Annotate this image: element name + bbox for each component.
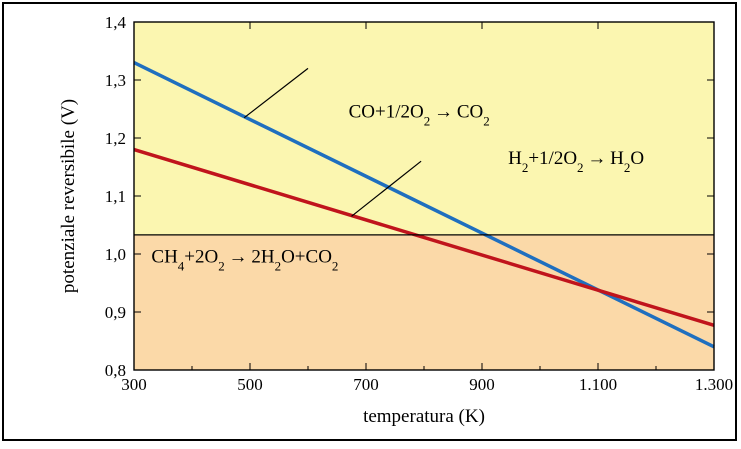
chart-frame: 300 500 700 900 1.100 1.300 0,8 0,9 1,0 1,1 1,2 1,3…	[2, 2, 737, 441]
x-tick-label-2: 700	[353, 375, 379, 394]
x-tick-label-3: 900	[469, 375, 495, 394]
reaction-label-1: H2+1/2O2 → H2O	[508, 148, 644, 175]
y-tick-label-4: 1,2	[105, 129, 126, 148]
x-tick-label-0: 300	[121, 375, 147, 394]
y-tick-label-1: 0,9	[105, 303, 126, 322]
y-tick-label-6: 1,4	[105, 13, 127, 32]
y-axis-title: potenziale reversibile (V)	[58, 99, 79, 293]
series-line-1	[133, 147, 715, 328]
series-line-0	[133, 61, 715, 349]
y-tick-label-3: 1,1	[105, 187, 126, 206]
x-tick-label-5: 1.300	[695, 375, 733, 394]
region-0	[134, 22, 714, 235]
x-tick-label-1: 500	[237, 375, 263, 394]
x-axis-title: temperatura (K)	[363, 406, 485, 427]
reaction-label-2: CH4+2O2 → 2H2O+CO2	[151, 247, 338, 274]
y-tick-label-2: 1,0	[105, 245, 126, 264]
y-tick-label-5: 1,3	[105, 71, 126, 90]
leader-line-1	[351, 160, 422, 217]
leader-line-0	[243, 67, 309, 119]
reversible-potential-chart: 300 500 700 900 1.100 1.300 0,8 0,9 1,0 1,1 1,2 1,3…	[58, 13, 733, 427]
reaction-label-0: CO+1/2O2 → CO2	[349, 102, 490, 129]
y-tick-label-0: 0,8	[105, 361, 126, 380]
region-1	[134, 234, 714, 370]
x-tick-label-4: 1.100	[579, 375, 617, 394]
